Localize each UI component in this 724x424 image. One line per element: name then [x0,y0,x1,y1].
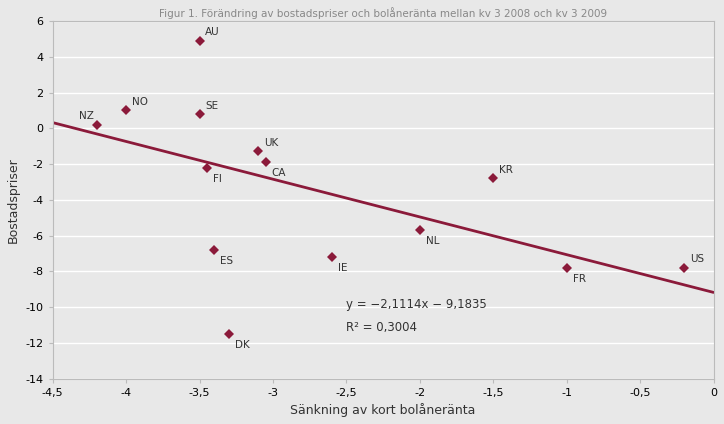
Text: NO: NO [132,97,148,107]
Text: ES: ES [220,256,233,266]
Text: NZ: NZ [79,112,94,121]
Y-axis label: Bostadspriser: Bostadspriser [7,157,20,243]
Text: R² = 0,3004: R² = 0,3004 [346,321,418,334]
Text: CA: CA [272,168,286,179]
Text: IE: IE [337,263,347,273]
Text: AU: AU [206,28,220,37]
Text: y = −2,1114x − 9,1835: y = −2,1114x − 9,1835 [346,298,487,311]
Text: DK: DK [235,340,250,350]
Text: UK: UK [264,138,279,148]
Title: Figur 1. Förändring av bostadspriser och bolåneränta mellan kv 3 2008 och kv 3 2: Figur 1. Förändring av bostadspriser och… [159,7,607,19]
Text: KR: KR [499,165,513,175]
Text: US: US [690,254,704,265]
X-axis label: Sänkning av kort bolåneränta: Sänkning av kort bolåneränta [290,403,476,417]
Text: FR: FR [573,274,586,284]
Text: NL: NL [426,236,439,246]
Text: SE: SE [206,101,219,111]
Text: FI: FI [213,174,222,184]
